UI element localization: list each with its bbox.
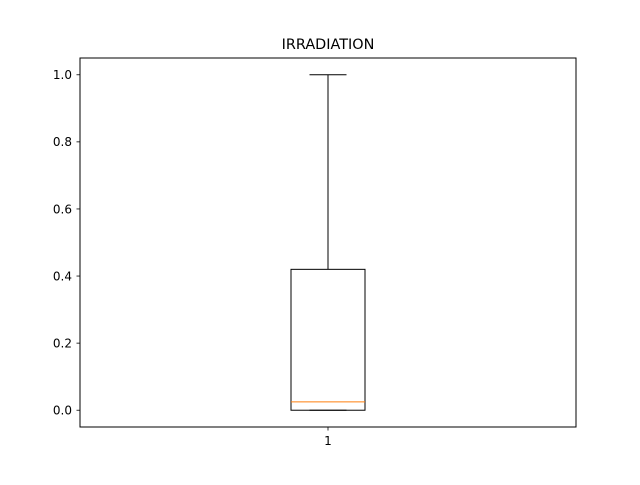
axes-frame bbox=[79, 57, 577, 428]
y-tick-label: 1.0 bbox=[53, 68, 72, 82]
y-tick-label: 0.6 bbox=[53, 202, 72, 216]
y-tick-label: 0.0 bbox=[53, 404, 72, 418]
plot-area: 0.0 0.2 0.4 0.6 0.8 1.0 1 bbox=[53, 68, 366, 448]
y-tick-label: 0.4 bbox=[53, 269, 72, 283]
y-tick-label: 0.8 bbox=[53, 135, 72, 149]
y-tick-label: 0.2 bbox=[53, 336, 72, 350]
x-tick-label: 1 bbox=[324, 434, 332, 448]
iqr-box bbox=[290, 268, 366, 411]
chart-title: IRRADIATION bbox=[282, 37, 375, 53]
